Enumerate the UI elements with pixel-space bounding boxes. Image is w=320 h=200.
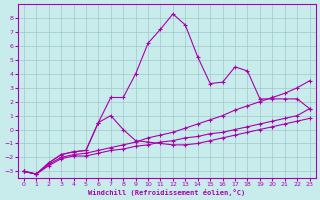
X-axis label: Windchill (Refroidissement éolien,°C): Windchill (Refroidissement éolien,°C) <box>88 189 245 196</box>
